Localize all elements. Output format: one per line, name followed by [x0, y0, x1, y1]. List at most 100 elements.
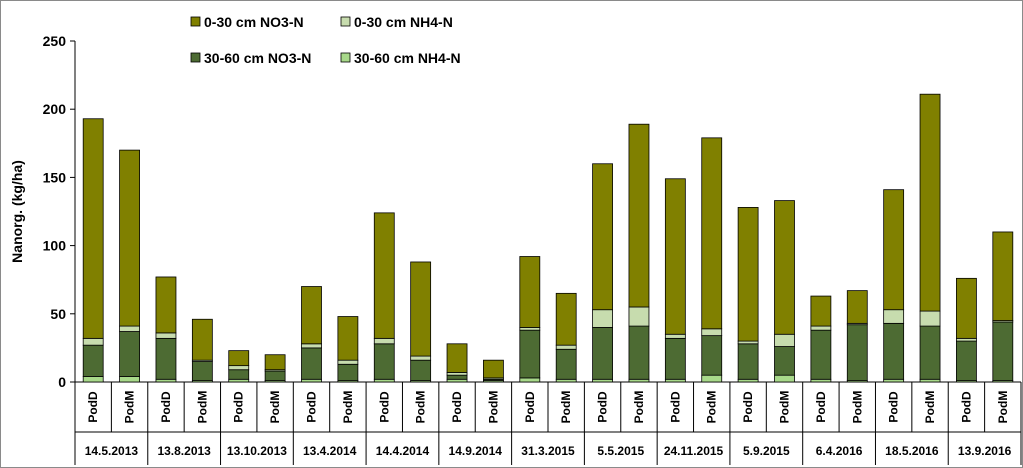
bar-0-30-cm-no3-n-8: [373, 212, 395, 339]
bar-30-60-cm-nh4-n-6: [301, 378, 322, 383]
bar-30-60-cm-nh4-n-19: [774, 374, 795, 383]
group-label-0: 14.5.2013: [85, 444, 139, 458]
bar-0-30-cm-nh4-n-20: [810, 325, 832, 331]
category-label-21: PodM: [850, 391, 864, 424]
group-label-1: 13.8.2013: [157, 444, 211, 458]
bar-0-30-cm-nh4-n-1: [119, 325, 140, 332]
legend-swatch-30-60-cm-no3-n: [190, 52, 201, 63]
category-label-7: PodM: [341, 391, 355, 424]
bar-0-30-cm-no3-n-20: [810, 295, 832, 327]
bar-0-30-cm-no3-n-24: [956, 277, 977, 339]
category-label-8: PodD: [377, 391, 391, 423]
bar-0-30-cm-nh4-n-7: [337, 359, 359, 365]
bar-30-60-cm-no3-n-18: [737, 343, 759, 380]
group-label-7: 5.5.2015: [597, 444, 644, 458]
legend-label-0-30-cm-no3-n: 0-30 cm NO3-N: [204, 14, 304, 30]
bar-30-60-cm-no3-n-5: [264, 370, 286, 382]
bar-0-30-cm-no3-n-7: [337, 316, 359, 361]
bar-0-30-cm-no3-n-21: [846, 290, 868, 324]
bar-0-30-cm-nh4-n-17: [701, 328, 723, 337]
bar-30-60-cm-no3-n-0: [82, 344, 104, 377]
bar-30-60-cm-no3-n-7: [337, 363, 359, 382]
bar-0-30-cm-no3-n-17: [701, 137, 723, 330]
category-label-10: PodD: [450, 391, 464, 423]
group-label-9: 5.9.2015: [743, 444, 790, 458]
category-label-24: PodD: [959, 391, 973, 423]
bar-0-30-cm-no3-n-18: [737, 207, 759, 342]
y-tick-label-50: 50: [50, 306, 66, 322]
bar-0-30-cm-no3-n-3: [191, 318, 213, 361]
bar-0-30-cm-nh4-n-16: [664, 333, 686, 339]
bar-0-30-cm-no3-n-19: [774, 200, 795, 335]
legend-swatch-30-60-cm-nh4-n: [340, 52, 351, 63]
bar-30-60-cm-no3-n-15: [628, 325, 650, 380]
bar-0-30-cm-no3-n-23: [919, 93, 941, 312]
group-label-5: 14.9.2014: [449, 444, 503, 458]
bar-0-30-cm-nh4-n-15: [628, 306, 650, 327]
bar-30-60-cm-nh4-n-8: [373, 378, 395, 383]
bar-0-30-cm-no3-n-25: [992, 231, 1014, 322]
y-tick-label-0: 0: [58, 374, 66, 390]
bar-0-30-cm-nh4-n-23: [919, 310, 941, 327]
category-label-11: PodM: [486, 391, 500, 424]
category-label-3: PodM: [195, 391, 209, 424]
bar-30-60-cm-no3-n-22: [883, 322, 905, 380]
bar-30-60-cm-no3-n-10: [446, 374, 468, 380]
category-label-9: PodM: [414, 391, 428, 424]
bar-0-30-cm-no3-n-4: [228, 350, 250, 367]
bar-30-60-cm-nh4-n-17: [701, 374, 723, 383]
category-label-18: PodD: [741, 391, 755, 423]
category-label-19: PodM: [778, 391, 792, 424]
bar-0-30-cm-nh4-n-4: [228, 365, 250, 371]
group-label-6: 31.3.2015: [521, 444, 575, 458]
bar-0-30-cm-no3-n-12: [519, 256, 541, 328]
bar-30-60-cm-nh4-n-4: [228, 378, 250, 383]
bar-30-60-cm-no3-n-20: [810, 329, 832, 380]
bar-30-60-cm-nh4-n-22: [883, 378, 905, 383]
bar-30-60-cm-nh4-n-15: [628, 378, 650, 383]
group-label-8: 24.11.2015: [664, 444, 724, 458]
y-axis-title: Nanorg. (kg/ha): [9, 160, 25, 263]
bar-30-60-cm-no3-n-12: [519, 329, 541, 379]
bar-30-60-cm-nh4-n-14: [592, 378, 613, 383]
bar-0-30-cm-no3-n-10: [446, 343, 468, 373]
bar-30-60-cm-no3-n-16: [664, 337, 686, 380]
bar-30-60-cm-no3-n-3: [191, 361, 213, 382]
bar-0-30-cm-no3-n-11: [483, 359, 504, 379]
category-label-0: PodD: [86, 391, 100, 423]
group-label-4: 14.4.2014: [376, 444, 430, 458]
bar-0-30-cm-nh4-n-10: [446, 372, 468, 376]
bar-30-60-cm-no3-n-1: [119, 331, 140, 377]
bar-30-60-cm-no3-n-24: [956, 340, 977, 382]
bar-0-30-cm-no3-n-6: [301, 286, 322, 345]
category-label-20: PodD: [814, 391, 828, 423]
bar-30-60-cm-nh4-n-18: [737, 378, 759, 383]
category-label-6: PodD: [305, 391, 319, 423]
bar-0-30-cm-nh4-n-12: [519, 327, 541, 331]
bar-30-60-cm-no3-n-2: [155, 337, 177, 380]
category-label-15: PodM: [632, 391, 646, 424]
y-tick-label-100: 100: [43, 238, 67, 254]
bar-30-60-cm-nh4-n-0: [82, 376, 104, 383]
bar-0-30-cm-no3-n-13: [555, 292, 577, 346]
bar-30-60-cm-no3-n-6: [301, 347, 322, 380]
category-label-2: PodD: [159, 391, 173, 423]
y-tick-label-150: 150: [43, 169, 67, 185]
category-label-23: PodM: [923, 391, 937, 424]
group-label-11: 18.5.2016: [885, 444, 939, 458]
bar-30-60-cm-nh4-n-16: [664, 378, 686, 383]
bar-0-30-cm-no3-n-16: [664, 178, 686, 335]
bar-30-60-cm-nh4-n-2: [155, 378, 177, 383]
bar-0-30-cm-no3-n-0: [82, 118, 104, 339]
bar-0-30-cm-nh4-n-22: [883, 309, 905, 324]
category-label-13: PodM: [559, 391, 573, 424]
category-label-14: PodD: [596, 391, 610, 423]
category-label-12: PodD: [523, 391, 537, 423]
bar-30-60-cm-no3-n-19: [774, 346, 795, 376]
bar-30-60-cm-no3-n-8: [373, 343, 395, 380]
bar-30-60-cm-nh4-n-1: [119, 376, 140, 383]
bar-0-30-cm-nh4-n-19: [774, 333, 795, 347]
bar-0-30-cm-nh4-n-9: [410, 355, 432, 361]
bar-0-30-cm-no3-n-1: [119, 149, 140, 327]
